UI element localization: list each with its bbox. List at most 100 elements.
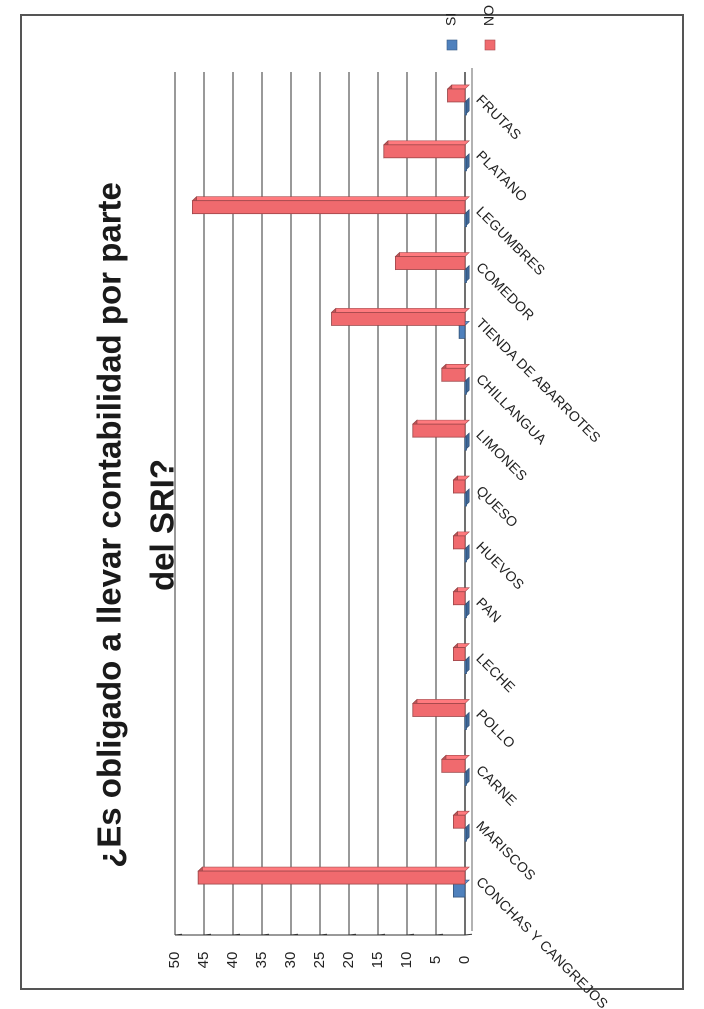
tick-label: 15 [369,952,386,969]
bar-face [452,883,466,898]
bar-si [464,97,470,116]
bar-si [464,264,470,284]
chart-title-line: ¿Es obligado a llevar contabilidad por p… [91,182,128,868]
legend-item-no: NO [481,5,497,51]
bar-no [412,698,470,718]
bar-face [383,144,466,159]
bar-si [464,208,470,228]
bar-face [464,157,467,172]
tick-label: 25 [311,952,328,969]
legend-label: NO [481,5,497,26]
bar-depth [197,866,470,872]
bar-no [446,84,470,103]
tick-label: 50 [166,952,183,969]
bar-face [464,380,467,395]
bar-depth [383,140,470,146]
bar-no [452,642,470,662]
tick-label: 0 [456,956,473,964]
bar-face [394,256,466,270]
tick-label: 35 [253,952,270,969]
bar-si [464,655,470,675]
value-ticks: 0 5 10 15 20 25 30 35 40 45 50 [166,952,473,969]
category-label: LECHE [473,650,518,695]
bar-face [452,814,466,829]
tick-label: 20 [340,952,357,969]
bar-face [464,716,467,730]
tick-label: 5 [427,956,444,964]
bar-depth [412,419,470,425]
bar-face [452,647,466,661]
bar-si [464,767,470,787]
bar-depth [412,699,470,704]
bar-no [452,531,470,550]
bar-no [383,140,470,159]
bar-face [458,324,466,339]
legend: SI NO [443,5,497,51]
category-label: FRUTAS [473,91,524,142]
bar-face [191,200,466,215]
bar-face [464,660,467,674]
bar-face [412,423,466,438]
category-label: QUESO [473,482,521,530]
bar-face [441,367,466,382]
bar-no [412,419,470,438]
bar-face [452,591,466,606]
category-label: PLATANO [473,147,531,205]
bar-face [452,479,466,494]
bar-no [452,810,470,829]
bar-depth [394,252,470,257]
tick-label: 30 [282,952,299,969]
category-labels: CONCHAS Y CANGREJOSMARISCOSCARNEPOLLOLEC… [473,91,611,1009]
tick-label: 45 [195,952,212,969]
bar-si [464,488,470,507]
bar-si [464,600,470,619]
bar-face [464,492,467,507]
bar-no [394,251,470,271]
tick-label: 40 [224,952,241,969]
bar-no [452,475,470,494]
bar-depth [330,308,470,313]
category-label: CONCHAS Y CANGREJOS [473,873,611,1009]
category-label: POLLO [473,706,518,751]
legend-label: SI [443,13,459,26]
gridline-depth [464,933,473,936]
bar-face [197,870,466,885]
bar-si [464,432,470,451]
bar-depth [191,196,470,201]
bar-face [331,311,466,326]
bar-no [441,363,470,382]
bar-face [452,535,466,550]
bar-face [464,604,467,619]
bar-si [464,823,470,842]
bar-si [464,544,470,563]
bar-si [464,376,470,395]
chart-frame [20,14,684,990]
bar-face [464,269,467,283]
bar-face [447,88,466,103]
bar-si [464,153,470,172]
bar-face [441,758,466,773]
legend-swatch [446,39,458,51]
bar-face [464,436,467,451]
legend-swatch [484,39,496,51]
category-label: CARNE [473,762,520,809]
bar-si [464,711,470,731]
category-label: LIMONES [473,427,530,484]
category-label: HUEVOS [473,538,527,592]
bar-no [452,587,470,606]
bar-face [464,101,467,116]
bar-face [464,213,467,228]
bar-face [464,827,467,842]
bar-no [197,866,470,885]
bar-no [330,307,470,327]
bars [191,84,470,898]
tick-label: 10 [398,952,415,969]
bar-no [191,195,470,215]
bar-face [464,771,467,786]
category-label: PAN [473,594,505,626]
bar-face [464,548,467,563]
bar-no [441,754,470,774]
legend-item-si: SI [443,13,459,51]
